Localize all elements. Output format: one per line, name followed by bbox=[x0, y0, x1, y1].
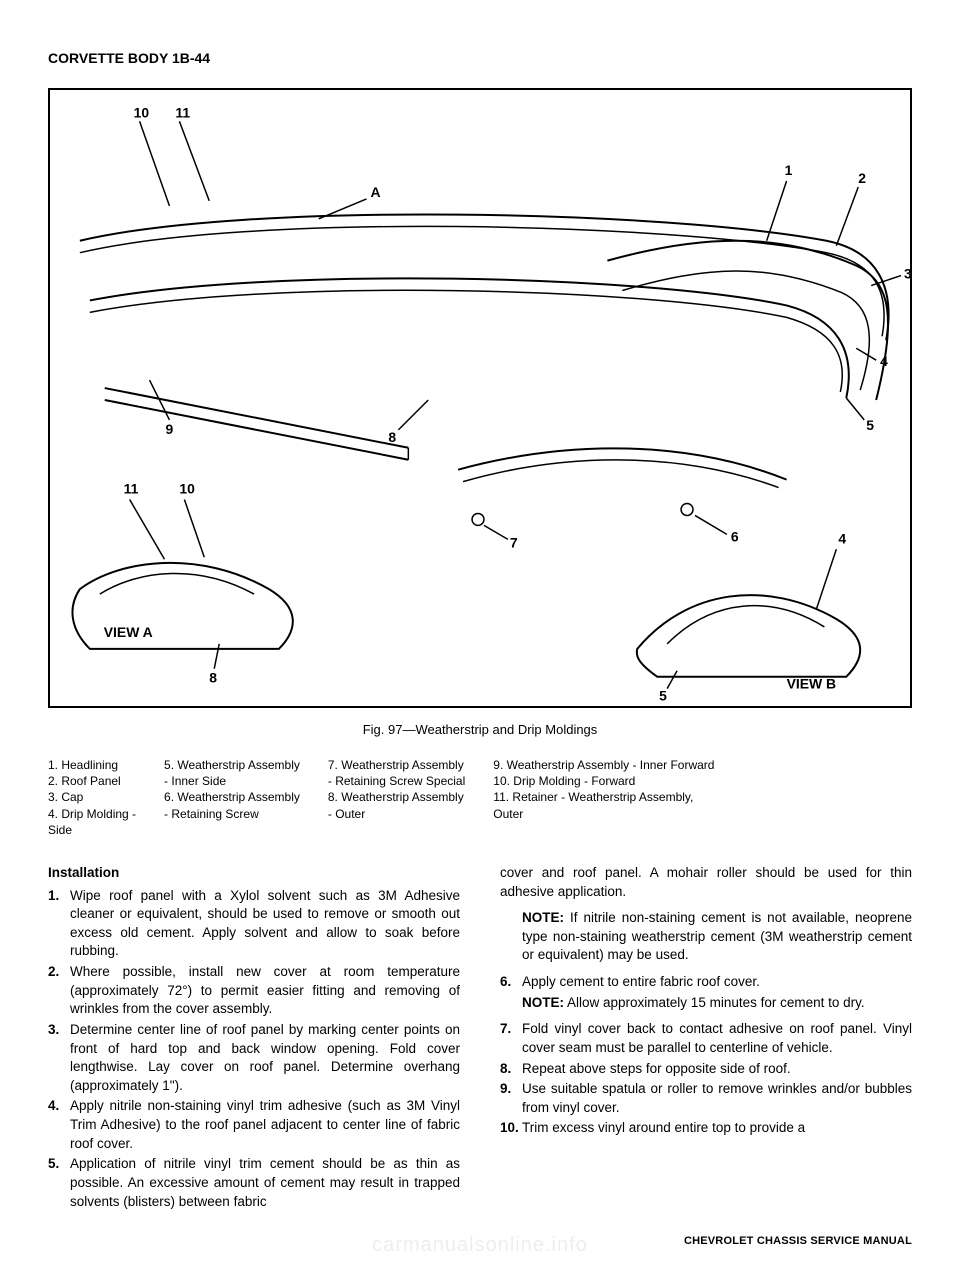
step-text: Fold vinyl cover back to contact adhesiv… bbox=[522, 1020, 912, 1057]
step-text: Use suitable spatula or roller to remove… bbox=[522, 1080, 912, 1117]
callout-2: 2 bbox=[858, 170, 866, 186]
step-num: 7. bbox=[500, 1020, 522, 1057]
callout-8: 8 bbox=[388, 429, 396, 445]
legend-col-1: 1. Headlining 2. Roof Panel 3. Cap 4. Dr… bbox=[48, 757, 136, 838]
callout-vb-4: 4 bbox=[838, 530, 846, 546]
figure-container: 10 11 A 1 2 3 4 5 6 7 bbox=[48, 88, 912, 708]
step-text: Apply nitrile non-staining vinyl trim ad… bbox=[70, 1097, 460, 1153]
note-text: Allow approximately 15 minutes for cemen… bbox=[564, 995, 865, 1010]
step-text: Trim excess vinyl around entire top to p… bbox=[522, 1119, 912, 1138]
step-text: Wipe roof panel with a Xylol solvent suc… bbox=[70, 887, 460, 962]
step-num: 4. bbox=[48, 1097, 70, 1153]
callout-A: A bbox=[371, 184, 381, 200]
step-text: Where possible, install new cover at roo… bbox=[70, 963, 460, 1019]
note-2: NOTE: Allow approximately 15 minutes for… bbox=[500, 994, 912, 1013]
legend-col-4: 9. Weatherstrip Assembly - Inner Forward… bbox=[493, 757, 714, 838]
step-num: 5. bbox=[48, 1155, 70, 1211]
figure-diagram: 10 11 A 1 2 3 4 5 6 7 bbox=[50, 90, 910, 706]
callout-4: 4 bbox=[880, 353, 888, 369]
callout-3: 3 bbox=[904, 266, 910, 282]
callout-va-11: 11 bbox=[124, 481, 139, 497]
left-steps: 1.Wipe roof panel with a Xylol solvent s… bbox=[48, 887, 460, 1212]
callout-va-8: 8 bbox=[209, 670, 217, 686]
figure-caption: Fig. 97—Weatherstrip and Drip Moldings bbox=[48, 722, 912, 737]
step-num: 8. bbox=[500, 1060, 522, 1079]
figure-legend: 1. Headlining 2. Roof Panel 3. Cap 4. Dr… bbox=[48, 757, 912, 838]
right-steps-b: 7.Fold vinyl cover back to contact adhes… bbox=[500, 1020, 912, 1138]
note-text: If nitrile non-staining cement is not av… bbox=[522, 910, 912, 962]
step-num: 2. bbox=[48, 963, 70, 1019]
view-a-label: VIEW A bbox=[104, 624, 153, 640]
legend-col-3: 7. Weatherstrip Assembly - Retaining Scr… bbox=[328, 757, 465, 838]
step-text: Repeat above steps for opposite side of … bbox=[522, 1060, 912, 1079]
step-num: 3. bbox=[48, 1021, 70, 1096]
right-lead: cover and roof panel. A mohair roller sh… bbox=[500, 864, 912, 901]
note-1: NOTE: If nitrile non-staining cement is … bbox=[500, 909, 912, 965]
callout-10: 10 bbox=[134, 104, 150, 120]
step-num: 9. bbox=[500, 1080, 522, 1117]
callout-vb-5: 5 bbox=[659, 688, 667, 704]
callout-6: 6 bbox=[731, 528, 739, 544]
view-b-label: VIEW B bbox=[787, 676, 837, 692]
step-num: 1. bbox=[48, 887, 70, 962]
step-text: Apply cement to entire fabric roof cover… bbox=[522, 973, 912, 992]
page-header: CORVETTE BODY 1B-44 bbox=[48, 50, 912, 66]
callout-9: 9 bbox=[165, 421, 173, 437]
step-num: 6. bbox=[500, 973, 522, 992]
note-label: NOTE: bbox=[522, 995, 564, 1010]
callout-5: 5 bbox=[866, 417, 874, 433]
callout-va-10: 10 bbox=[179, 481, 195, 497]
step-num: 10. bbox=[500, 1119, 522, 1138]
installation-heading: Installation bbox=[48, 864, 460, 883]
manual-page: CORVETTE BODY 1B-44 10 11 A bbox=[0, 0, 960, 1261]
step-text: Application of nitrile vinyl trim cement… bbox=[70, 1155, 460, 1211]
page-footer: CHEVROLET CHASSIS SERVICE MANUAL bbox=[684, 1235, 912, 1247]
right-steps-a: 6.Apply cement to entire fabric roof cov… bbox=[500, 973, 912, 992]
callout-7: 7 bbox=[510, 534, 518, 550]
legend-col-2: 5. Weatherstrip Assembly - Inner Side 6.… bbox=[164, 757, 300, 838]
callout-11: 11 bbox=[175, 104, 190, 120]
left-column: Installation 1.Wipe roof panel with a Xy… bbox=[48, 864, 460, 1213]
right-column: cover and roof panel. A mohair roller sh… bbox=[500, 864, 912, 1213]
step-text: Determine center line of roof panel by m… bbox=[70, 1021, 460, 1096]
callout-1: 1 bbox=[785, 162, 793, 178]
note-label: NOTE: bbox=[522, 910, 564, 925]
body-columns: Installation 1.Wipe roof panel with a Xy… bbox=[48, 864, 912, 1213]
